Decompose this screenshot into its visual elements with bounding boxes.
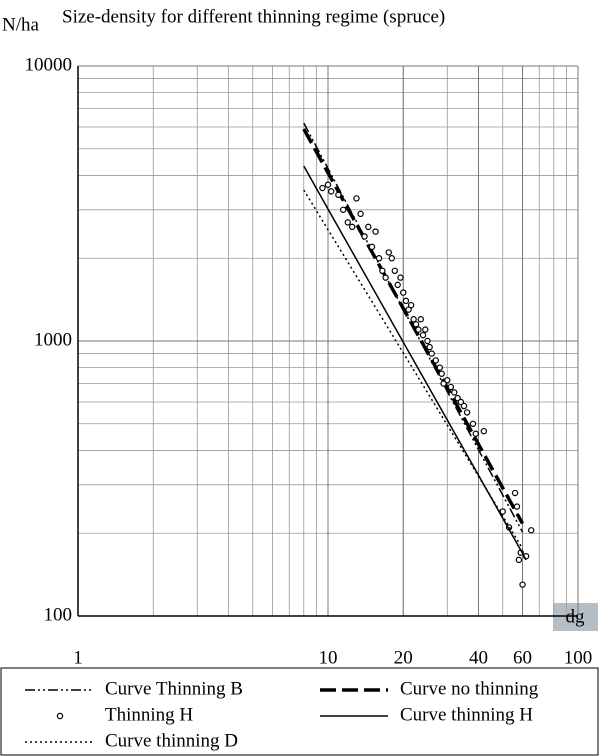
data-point: [379, 267, 386, 275]
data-point: [388, 255, 396, 262]
data-point: [480, 427, 488, 435]
x-tick-label: 100: [564, 647, 593, 668]
data-point: [460, 402, 468, 410]
data-point: [426, 343, 433, 351]
data-point: [324, 181, 332, 188]
data-point: [339, 206, 347, 213]
data-point: [469, 420, 477, 427]
data-point: [353, 195, 360, 202]
data-point: [368, 243, 376, 251]
legend-label: Thinning H: [105, 704, 193, 725]
data-point: [382, 274, 389, 281]
legend-label: Curve thinning D: [105, 730, 238, 751]
data-point: [365, 223, 372, 231]
y-tick-label: 10000: [25, 54, 73, 75]
x-tick-label: 60: [513, 647, 532, 668]
data-point: [422, 326, 429, 333]
legend-label: Curve Thinning B: [105, 678, 243, 699]
data-point: [375, 255, 383, 262]
data-point: [463, 409, 471, 416]
data-point: [454, 394, 461, 402]
legend-label: Curve no thinning: [400, 678, 539, 699]
x-tick-label: 1: [73, 647, 83, 668]
data-point: [419, 331, 427, 339]
y-tick-label: 1000: [34, 329, 72, 350]
data-point: [361, 233, 368, 240]
data-point: [385, 249, 392, 256]
data-point: [357, 210, 364, 218]
legend-label: Curve thinning H: [400, 704, 533, 725]
legend-box: [0, 667, 599, 756]
data-point: [436, 364, 443, 371]
data-point: [447, 383, 455, 391]
data-point: [394, 281, 401, 289]
data-point: [349, 223, 356, 231]
legend-marker: [56, 712, 64, 720]
x-label-box: [553, 603, 598, 631]
data-point: [511, 489, 519, 497]
data-point: [391, 267, 398, 275]
data-point: [372, 228, 379, 235]
series-line: [303, 165, 527, 561]
data-point: [513, 503, 521, 510]
data-point: [528, 527, 535, 534]
data-point: [415, 326, 422, 333]
data-point: [402, 297, 410, 305]
data-point: [438, 370, 445, 377]
data-point: [400, 289, 407, 296]
chart-title: Size-density for different thinning regi…: [62, 6, 445, 27]
x-tick-label: 10: [319, 647, 338, 668]
data-point: [515, 556, 523, 564]
data-point: [319, 184, 326, 192]
series-line: [303, 189, 524, 549]
data-point: [335, 191, 342, 199]
data-point: [410, 316, 417, 323]
x-tick-label: 20: [394, 647, 413, 668]
data-point: [428, 350, 435, 357]
y-tick-label: 100: [44, 604, 73, 625]
data-point: [472, 430, 479, 437]
data-point: [432, 357, 440, 364]
data-point: [397, 274, 404, 281]
data-point: [519, 581, 526, 588]
y-axis-label: N/ha: [2, 14, 40, 35]
data-point: [407, 301, 415, 309]
data-point: [424, 337, 431, 345]
series-line: [302, 128, 525, 525]
data-point: [457, 398, 465, 406]
data-point: [444, 377, 451, 384]
data-point: [451, 389, 458, 396]
data-point: [417, 316, 424, 323]
data-point: [499, 508, 506, 515]
x-axis-label: dg: [566, 606, 586, 627]
data-point: [412, 321, 420, 328]
data-point: [328, 188, 335, 195]
x-tick-label: 40: [469, 647, 488, 668]
data-point: [344, 219, 351, 226]
